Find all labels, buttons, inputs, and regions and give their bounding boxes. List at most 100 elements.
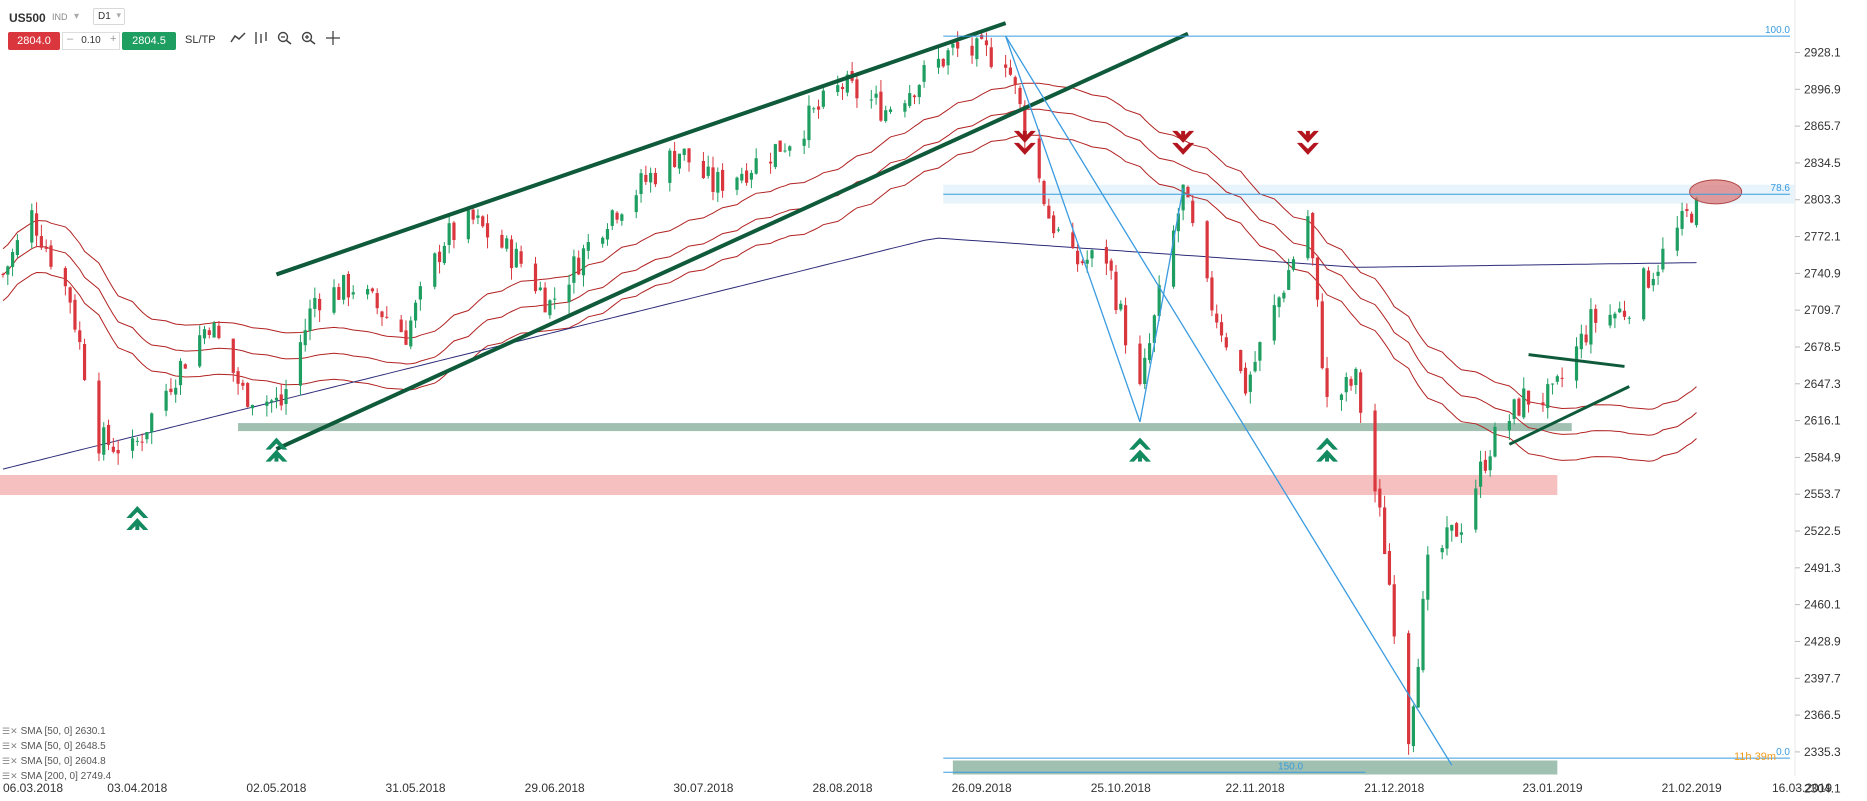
- timeframe-select[interactable]: D1 ▾: [93, 8, 125, 25]
- y-tick-label: 2366.5: [1804, 708, 1841, 722]
- candle-body: [198, 335, 202, 367]
- settings-icon[interactable]: ☰✕: [2, 726, 18, 736]
- indicators-icon[interactable]: [253, 31, 269, 48]
- y-tick-label: 2304.1: [1804, 782, 1841, 796]
- candle-body: [82, 344, 87, 380]
- candle-body: [1675, 227, 1679, 251]
- settings-icon[interactable]: ☰✕: [2, 771, 18, 781]
- candle-body: [399, 319, 403, 333]
- candle-body: [1450, 524, 1454, 531]
- candle-body: [418, 286, 422, 300]
- candle-body: [1152, 315, 1156, 343]
- candle-body: [505, 238, 509, 249]
- candle-body: [342, 275, 346, 300]
- zoom-in-icon[interactable]: [301, 31, 317, 48]
- candle-body: [246, 383, 250, 407]
- indicator-label: SMA [200, 0] 2749.4: [20, 771, 112, 782]
- settings-icon[interactable]: ☰✕: [2, 756, 18, 766]
- x-tick-label: 26.09.2018: [952, 781, 1012, 795]
- timeframe-value: D1: [98, 11, 111, 22]
- candle-body: [1440, 548, 1444, 553]
- candle-body: [802, 138, 806, 146]
- candle-body: [1685, 209, 1689, 211]
- candle-body: [1690, 213, 1694, 223]
- candle-body: [1306, 216, 1310, 259]
- exchange-dropdown-icon[interactable]: ▾: [74, 11, 80, 22]
- line-chart-icon[interactable]: [230, 31, 246, 48]
- indicator-row[interactable]: ☰✕ SMA [50, 0] 2648.5: [2, 739, 111, 754]
- indicator-label: SMA [50, 0] 2648.5: [20, 741, 106, 752]
- buy-button[interactable]: 2804.5: [122, 32, 176, 50]
- candle-body: [1210, 277, 1214, 311]
- x-tick-label: 28.08.2018: [813, 781, 873, 795]
- candle-body: [30, 210, 34, 243]
- candle-body: [1354, 368, 1358, 386]
- y-tick-label: 2397.7: [1804, 671, 1841, 685]
- candle-body: [711, 167, 715, 193]
- candle-body: [1224, 337, 1228, 348]
- candle-body: [265, 401, 269, 406]
- candle-body: [44, 247, 48, 249]
- candle-body: [721, 169, 725, 191]
- candle-body: [572, 256, 576, 283]
- y-tick-label: 2772.1: [1804, 230, 1841, 244]
- sell-button[interactable]: 2804.0: [8, 32, 60, 50]
- zoom-out-icon[interactable]: [277, 31, 293, 48]
- candle-body: [1315, 257, 1320, 300]
- candle-body: [78, 330, 82, 343]
- price-axis-bg: [1795, 0, 1867, 801]
- candle-body: [975, 38, 979, 60]
- candle-body: [677, 153, 682, 169]
- candle-body: [855, 79, 859, 99]
- x-tick-label: 06.03.2018: [3, 781, 63, 795]
- indicator-row[interactable]: ☰✕ SMA [200, 0] 2749.4: [2, 769, 111, 784]
- indicator-row[interactable]: ☰✕ SMA [50, 0] 2630.1: [2, 724, 111, 739]
- candle-body: [1147, 343, 1152, 361]
- red-zone: [0, 474, 1558, 496]
- candle-body: [1656, 271, 1660, 276]
- candle-body: [1272, 305, 1276, 341]
- fib-level-label: 150.0: [1278, 761, 1303, 772]
- x-tick-label: 29.06.2018: [525, 781, 585, 795]
- candle-body: [481, 216, 485, 227]
- candle-body: [735, 177, 739, 190]
- candle-body: [1661, 248, 1665, 270]
- candle-body: [605, 229, 610, 240]
- quantity-decrease-button[interactable]: –: [67, 33, 74, 45]
- candle-body: [1594, 308, 1598, 323]
- candle-body: [1550, 383, 1555, 385]
- candle-body: [1157, 284, 1161, 317]
- candle-body: [1114, 271, 1118, 311]
- candle-body: [908, 93, 912, 106]
- candles-layer: [1, 31, 1699, 755]
- candle-body: [956, 41, 960, 49]
- candle-body: [922, 65, 926, 82]
- candle-body: [169, 388, 173, 393]
- sltp-button[interactable]: SL/TP: [185, 34, 216, 46]
- chevron-down-icon: ▾: [116, 10, 121, 20]
- y-tick-label: 2428.9: [1804, 634, 1841, 648]
- y-tick-label: 2834.5: [1804, 156, 1841, 170]
- candle-body: [788, 146, 792, 151]
- candle-body: [1325, 368, 1329, 397]
- candle-body: [39, 236, 43, 248]
- candle-body: [903, 103, 907, 112]
- candle-body: [1555, 376, 1559, 382]
- quantity-input[interactable]: 0.10: [62, 32, 120, 50]
- fib-leg-line: [1139, 188, 1184, 423]
- candle-body: [346, 273, 351, 298]
- candle-body: [365, 288, 370, 295]
- candle-body: [318, 298, 322, 311]
- candle-body: [1013, 77, 1017, 85]
- indicator-row[interactable]: ☰✕ SMA [50, 0] 2604.8: [2, 754, 111, 769]
- candle-body: [1627, 317, 1631, 319]
- crosshair-icon[interactable]: [326, 31, 342, 48]
- candle-body: [1407, 633, 1411, 745]
- y-tick-label: 2335.3: [1804, 745, 1841, 759]
- candle-body: [140, 441, 144, 443]
- quantity-increase-button[interactable]: +: [110, 33, 117, 45]
- settings-icon[interactable]: ☰✕: [2, 741, 18, 751]
- down-arrow-icon: [1013, 130, 1036, 155]
- y-tick-label: 2709.7: [1804, 303, 1841, 317]
